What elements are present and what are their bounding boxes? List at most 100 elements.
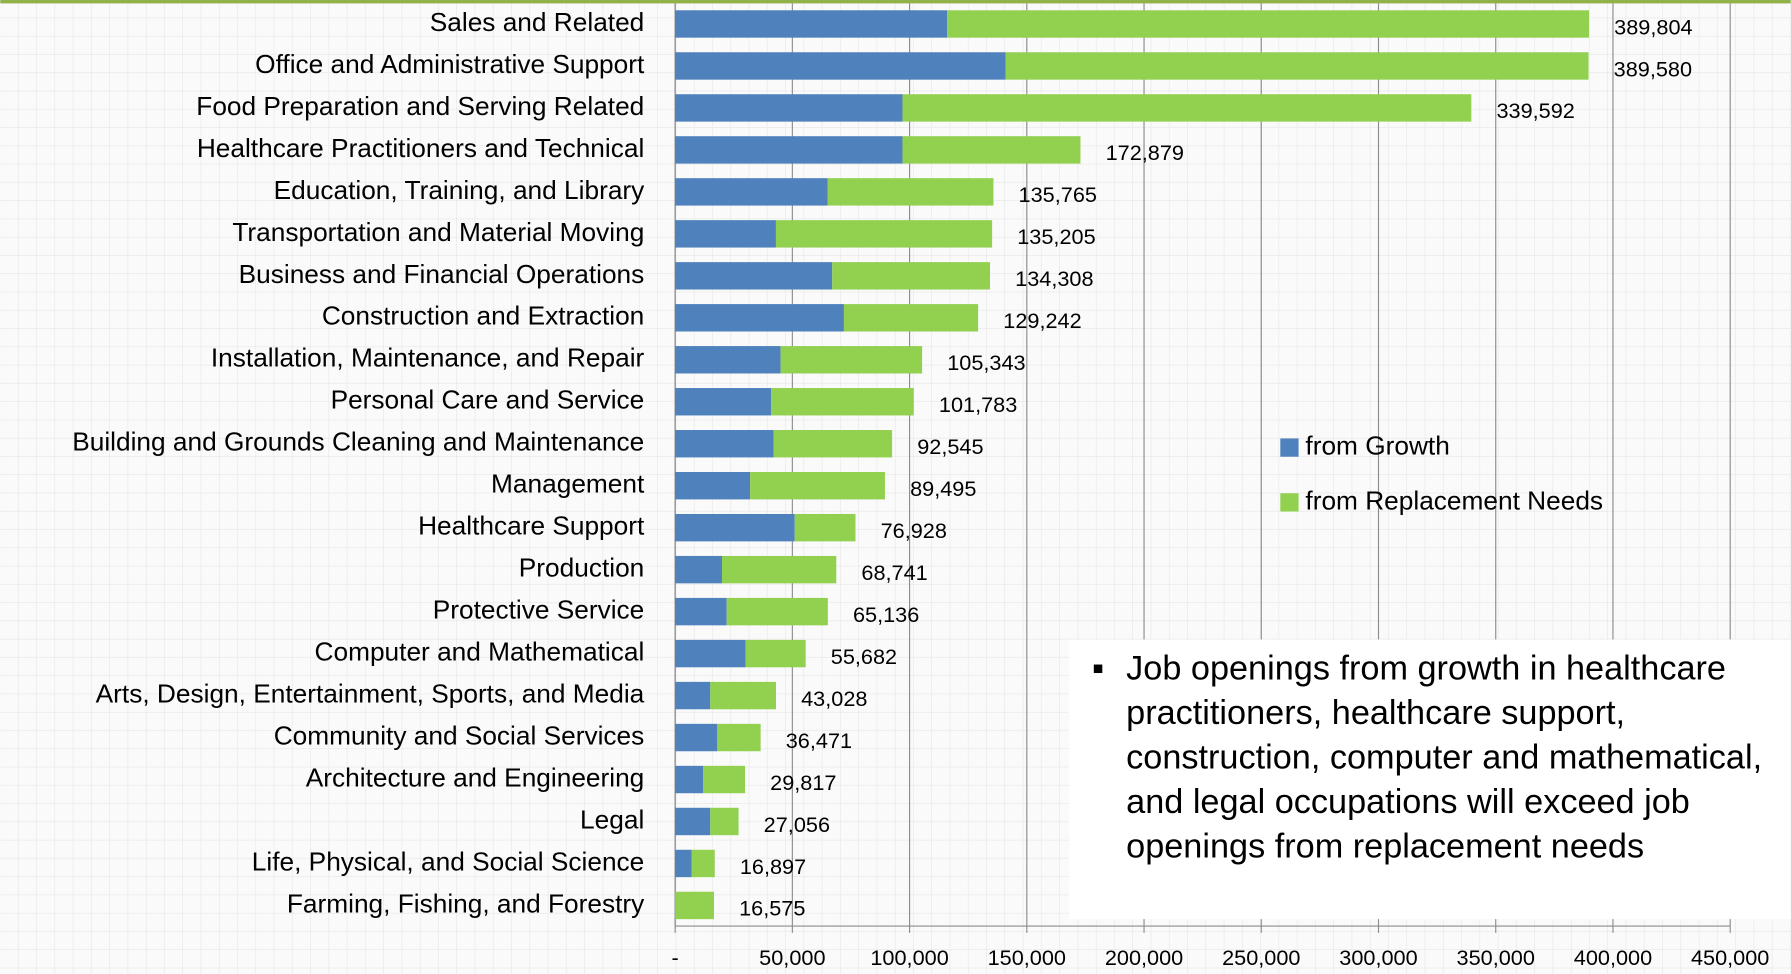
bar-segment — [726, 597, 828, 626]
x-tick-label: 150,000 — [988, 945, 1066, 970]
bar-segment — [675, 178, 828, 206]
bar-segment — [947, 10, 1590, 38]
bar-segment — [675, 52, 1006, 80]
category-label: Life, Physical, and Social Science — [252, 846, 645, 876]
x-tick-label: 100,000 — [870, 945, 948, 970]
bar-segment — [710, 681, 777, 710]
x-tick-label: 200,000 — [1105, 945, 1183, 970]
bar-segment — [691, 849, 715, 878]
bar-segment — [827, 178, 994, 206]
bar-segment — [717, 723, 761, 752]
bar-segment — [902, 94, 1472, 122]
bar-segment — [675, 513, 795, 542]
annotation: Job openings from growth in healthcare p… — [1126, 649, 1763, 866]
bar-segment — [675, 346, 781, 374]
category-label: Management — [491, 469, 645, 499]
total-label: 89,495 — [910, 476, 976, 501]
annotation-panel: ▪ Job openings from growth in healthcare… — [1069, 639, 1791, 920]
category-label: Personal Care and Service — [331, 385, 645, 415]
category-label: Healthcare Support — [418, 511, 645, 541]
total-label: 16,897 — [740, 854, 806, 879]
category-label: Business and Financial Operations — [239, 259, 645, 289]
category-label: Transportation and Material Moving — [232, 217, 644, 247]
total-label: 43,028 — [801, 686, 867, 711]
category-label: Sales and Related — [430, 7, 645, 37]
category-label: Installation, Maintenance, and Repair — [211, 343, 645, 373]
category-label: Office and Administrative Support — [255, 49, 645, 79]
total-label: 29,817 — [770, 770, 836, 795]
bar-segment — [750, 471, 885, 500]
bar-segment — [675, 471, 751, 500]
bar-segment — [675, 262, 833, 290]
category-label: Healthcare Practitioners and Technical — [197, 133, 644, 163]
bar-segment — [773, 430, 893, 458]
bar-segment — [710, 807, 739, 836]
total-label: 65,136 — [853, 602, 919, 627]
x-tick-label: 350,000 — [1457, 945, 1535, 970]
total-label: 105,343 — [947, 350, 1025, 375]
category-label: Architecture and Engineering — [306, 762, 645, 792]
bar-segment — [675, 94, 903, 122]
category-label: Farming, Fishing, and Forestry — [287, 888, 645, 918]
bar-segment — [675, 597, 727, 626]
total-label: 36,471 — [786, 728, 852, 753]
total-label: 76,928 — [881, 518, 947, 543]
bar-segment — [843, 304, 979, 332]
bar-segment — [775, 220, 993, 248]
category-label: Production — [519, 553, 644, 583]
total-label: 389,580 — [1614, 56, 1692, 81]
total-label: 339,592 — [1496, 98, 1574, 123]
total-label: 101,783 — [939, 392, 1017, 417]
top-rule — [0, 0, 1791, 4]
x-tick-label: 250,000 — [1222, 945, 1300, 970]
bar-segment — [780, 346, 923, 374]
bar-segment — [675, 681, 711, 710]
bar-segment — [675, 639, 746, 668]
category-label: Construction and Extraction — [322, 301, 644, 331]
total-label: 16,575 — [739, 896, 805, 921]
category-label: Education, Training, and Library — [274, 175, 646, 205]
x-tick-label: 50,000 — [759, 945, 825, 970]
total-label: 172,879 — [1106, 140, 1184, 165]
x-tick-label: 300,000 — [1339, 945, 1417, 970]
bar-segment — [675, 765, 704, 794]
category-label: Arts, Design, Entertainment, Sports, and… — [96, 679, 645, 709]
legend-label: from Replacement Needs — [1305, 485, 1603, 515]
legend-swatch — [1280, 438, 1299, 457]
total-label: 135,205 — [1017, 224, 1095, 249]
bar-segment — [703, 765, 746, 794]
total-label: 389,804 — [1614, 14, 1692, 39]
annotation-box: ▪ Job openings from growth in healthcare… — [1069, 639, 1791, 920]
x-tick-label: 450,000 — [1691, 945, 1769, 970]
bar-segment — [832, 262, 991, 290]
total-label: 135,765 — [1019, 182, 1097, 207]
total-label: 27,056 — [764, 812, 830, 837]
total-label: 129,242 — [1003, 308, 1081, 333]
total-label: 68,741 — [861, 560, 927, 585]
bar-segment — [745, 639, 806, 668]
bar-segment — [675, 430, 774, 458]
bar-segment — [1005, 52, 1589, 80]
category-label: Building and Grounds Cleaning and Mainte… — [72, 427, 644, 457]
bar-segment — [675, 807, 711, 836]
x-tick-label: - — [672, 945, 679, 970]
bar-segment — [675, 723, 718, 752]
bar-segment — [675, 388, 772, 416]
bar-segment — [675, 220, 776, 248]
legend-label: from Growth — [1305, 431, 1449, 461]
bar-segment — [675, 136, 903, 164]
bullet: ▪ — [1091, 649, 1105, 688]
total-label: 134,308 — [1015, 266, 1093, 291]
x-tick-label: 400,000 — [1574, 945, 1652, 970]
category-label: Community and Social Services — [274, 720, 645, 750]
category-label: Food Preparation and Serving Related — [196, 91, 644, 121]
bar-segment — [675, 891, 714, 920]
bar-segment — [675, 10, 948, 38]
bar-segment — [902, 136, 1081, 164]
bar-segment — [794, 513, 856, 542]
total-label: 92,545 — [917, 434, 983, 459]
bar-segment — [675, 555, 723, 584]
bar-segment — [722, 555, 837, 584]
